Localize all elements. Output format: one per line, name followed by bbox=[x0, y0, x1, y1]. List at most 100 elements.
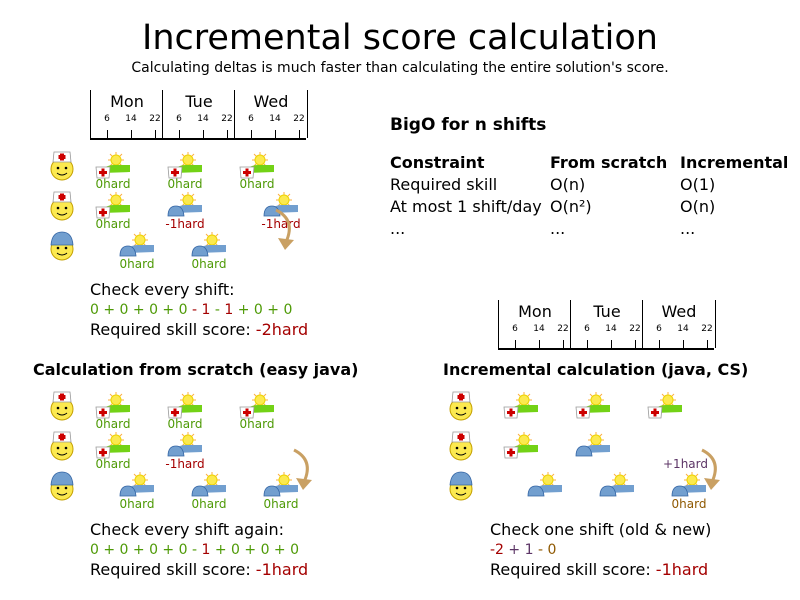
shift-score-label: 0hard bbox=[239, 417, 275, 431]
shift-score-label: -1hard bbox=[165, 457, 205, 471]
bigo-cell: At most 1 shift/day bbox=[390, 197, 542, 216]
hour-tick bbox=[203, 130, 204, 138]
nurse-shift-icon bbox=[94, 432, 132, 464]
technician-shift-icon bbox=[166, 432, 204, 464]
hour-label: 14 bbox=[125, 114, 137, 124]
shift-score-label: -1hard bbox=[165, 217, 205, 231]
check-text: Check every shift again: bbox=[90, 520, 284, 539]
score-line: Required skill score: -2hard bbox=[90, 320, 308, 339]
technician-shift-icon bbox=[262, 472, 300, 504]
nurse-employee-icon bbox=[447, 430, 475, 466]
hour-tick bbox=[131, 130, 132, 138]
score-line: Required skill score: -1hard bbox=[90, 560, 308, 579]
nurse-employee-icon bbox=[48, 390, 76, 426]
bigo-cell: ... bbox=[680, 219, 696, 238]
technician-shift-icon bbox=[190, 232, 228, 264]
hour-tick bbox=[299, 130, 300, 138]
page-subtitle: Calculating deltas is much faster than c… bbox=[131, 60, 669, 76]
hour-label: 14 bbox=[533, 324, 545, 334]
technician-shift-icon bbox=[574, 432, 612, 464]
score-sum: 0 + 0 + 0 + 0 - 1 - 1 + 0 + 0 bbox=[90, 302, 292, 318]
check-text: Check one shift (old & new) bbox=[490, 520, 712, 539]
hour-label: 14 bbox=[605, 324, 617, 334]
hour-tick bbox=[659, 340, 660, 348]
hour-tick bbox=[155, 130, 156, 138]
nurse-shift-icon bbox=[502, 392, 540, 424]
timeline-day: Tue 6 14 22 bbox=[570, 300, 643, 348]
shift-score-label: 0hard bbox=[167, 177, 203, 191]
hour-label: 14 bbox=[197, 114, 209, 124]
bigo-cell: O(n) bbox=[680, 197, 716, 216]
shift-score-label: 0hard bbox=[119, 497, 155, 511]
sum-term: - 0 bbox=[537, 542, 557, 558]
nurse-shift-icon bbox=[94, 152, 132, 184]
bigo-title: BigO for n shifts bbox=[390, 115, 547, 135]
reassign-arrow-icon bbox=[290, 448, 320, 496]
shift-score-label: 0hard bbox=[191, 497, 227, 511]
sum-term: -2 bbox=[490, 542, 509, 558]
sum-term: - bbox=[214, 302, 225, 318]
shift-score-label: 0hard bbox=[95, 417, 131, 431]
reassign-arrow-icon bbox=[698, 448, 728, 496]
bigo-cell: O(n) bbox=[550, 175, 586, 194]
technician-shift-icon bbox=[598, 472, 636, 504]
timeline-day: Tue 6 14 22 bbox=[162, 90, 235, 138]
bigo-cell: O(1) bbox=[680, 175, 716, 194]
bigo-header: Constraint bbox=[390, 153, 485, 172]
hour-tick bbox=[275, 130, 276, 138]
score-value: -1hard bbox=[255, 560, 309, 579]
hour-label: 6 bbox=[176, 114, 182, 124]
day-label: Wed bbox=[253, 92, 289, 111]
bigo-cell: ... bbox=[550, 219, 566, 238]
nurse-shift-icon bbox=[502, 432, 540, 464]
hour-label: 14 bbox=[677, 324, 689, 334]
technician-employee-icon bbox=[48, 470, 76, 506]
delta-label: +1hard bbox=[663, 457, 708, 471]
timeline: Mon 6 14 22 Tue 6 14 22 Wed 6 14 22 bbox=[90, 90, 308, 140]
nurse-shift-icon bbox=[166, 152, 204, 184]
score-value: -2hard bbox=[255, 320, 309, 339]
score-label: Required skill score: bbox=[90, 320, 256, 339]
bigo-cell: O(n²) bbox=[550, 197, 592, 216]
timeline-day: Mon 6 14 22 bbox=[498, 300, 571, 348]
nurse-shift-icon bbox=[166, 392, 204, 424]
sum-term: + 0 + 0 + 0 bbox=[214, 542, 300, 558]
technician-employee-icon bbox=[48, 230, 76, 266]
hour-tick bbox=[227, 130, 228, 138]
nurse-shift-icon bbox=[238, 392, 276, 424]
score-line: Required skill score: -1hard bbox=[490, 560, 708, 579]
hour-tick bbox=[683, 340, 684, 348]
sum-term: 1 bbox=[224, 302, 238, 318]
hour-label: 22 bbox=[293, 114, 305, 124]
hour-tick bbox=[539, 340, 540, 348]
hour-label: 6 bbox=[104, 114, 110, 124]
timeline-day: Mon 6 14 22 bbox=[90, 90, 163, 138]
technician-shift-icon bbox=[526, 472, 564, 504]
hour-tick bbox=[515, 340, 516, 348]
day-label: Wed bbox=[661, 302, 697, 321]
shift-score-label: 0hard bbox=[263, 497, 299, 511]
shift-score-label: 0hard bbox=[191, 257, 227, 271]
hour-label: 22 bbox=[221, 114, 233, 124]
sum-term: + 0 + 0 bbox=[237, 302, 293, 318]
technician-shift-icon bbox=[670, 472, 708, 504]
hour-tick bbox=[251, 130, 252, 138]
hour-label: 6 bbox=[656, 324, 662, 334]
timeline: Mon 6 14 22 Tue 6 14 22 Wed 6 14 22 bbox=[498, 300, 716, 350]
day-label: Mon bbox=[110, 92, 144, 111]
shift-score-label: 0hard bbox=[95, 217, 131, 231]
sum-term: 0 + 0 + 0 + 0 bbox=[90, 302, 192, 318]
score-label: Required skill score: bbox=[490, 560, 656, 579]
hour-tick bbox=[563, 340, 564, 348]
timeline-day: Wed 6 14 22 bbox=[642, 300, 716, 348]
hour-label: 22 bbox=[629, 324, 641, 334]
hour-tick bbox=[635, 340, 636, 348]
panel-title: Calculation from scratch (easy java) bbox=[33, 360, 359, 379]
bigo-header: From scratch bbox=[550, 153, 668, 172]
hour-label: 6 bbox=[512, 324, 518, 334]
day-label: Tue bbox=[593, 302, 621, 321]
score-sum: -2 + 1 - 0 bbox=[490, 542, 556, 558]
nurse-employee-icon bbox=[48, 430, 76, 466]
nurse-shift-icon bbox=[646, 392, 684, 424]
